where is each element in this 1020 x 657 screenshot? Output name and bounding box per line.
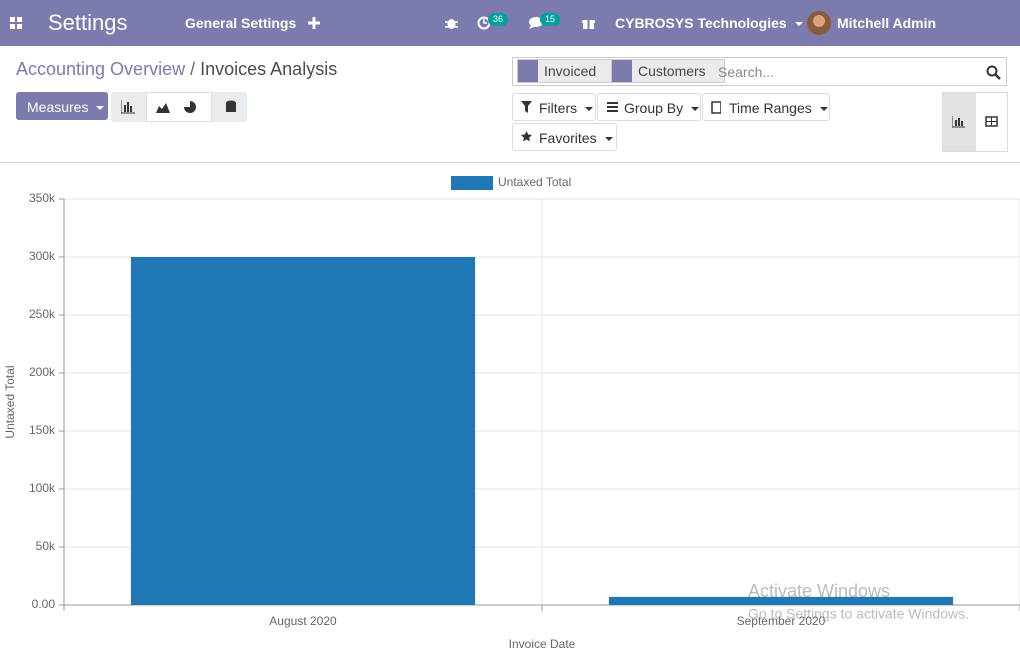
y-tick-label: 0.00	[32, 597, 56, 611]
filters-button[interactable]: Filters	[512, 93, 596, 121]
gift-icon[interactable]	[582, 16, 595, 29]
x-tick-label: September 2020	[737, 614, 826, 628]
new-icon[interactable]	[308, 17, 320, 29]
breadcrumb-separator: /	[190, 59, 196, 79]
chart: Untaxed Total Invoice Date 0.00 50k 100k 15…	[3, 175, 1020, 651]
bar	[130, 257, 476, 605]
facet-label: Invoiced	[544, 63, 597, 79]
user-name: Mitchell Admin (sumiharun)	[837, 15, 937, 77]
search-facet[interactable]: Customers	[611, 59, 725, 83]
company-name: CYBROSYS Technologies	[615, 15, 787, 31]
y-tick-label: 50k	[36, 539, 56, 553]
breadcrumb-current: Invoices Analysis	[200, 59, 338, 79]
breadcrumb-link[interactable]: Accounting Overview	[16, 59, 186, 79]
button-label: Favorites	[539, 130, 597, 146]
x-axis-title: Invoice Date	[509, 637, 576, 651]
message-badge: 15	[540, 13, 561, 26]
company-switcher[interactable]: CYBROSYS Technologies	[615, 0, 803, 46]
search-box[interactable]	[512, 57, 1007, 86]
button-label: Time Ranges	[729, 100, 812, 116]
chat-icon[interactable]	[528, 16, 544, 30]
search-icon[interactable]	[986, 65, 1001, 80]
view-icons	[121, 100, 236, 114]
y-tick-label: 250k	[29, 307, 56, 321]
avatar[interactable]	[807, 11, 831, 35]
watermark-subtitle: Go to Settings to activate Windows.	[748, 606, 969, 622]
breadcrumb: Accounting Overview / Invoices Analysis	[16, 59, 337, 80]
y-axis-title: Untaxed Total	[3, 365, 17, 438]
chart-type-buttons[interactable]	[146, 92, 212, 122]
app-name[interactable]: Settings	[48, 10, 128, 35]
user-menu[interactable]: Mitchell Admin (sumiharun)	[837, 0, 1020, 92]
legend-label: Untaxed Total	[498, 175, 571, 189]
time-ranges-button[interactable]: Time Ranges	[702, 93, 830, 121]
activity-badge: 36	[488, 13, 509, 26]
search-placeholder: Search...	[718, 64, 775, 80]
button-label: Filters	[539, 100, 578, 116]
y-tick-label: 200k	[29, 365, 56, 379]
divider	[0, 162, 1020, 163]
y-tick-label: 300k	[29, 249, 56, 263]
button-label: Group By	[624, 100, 684, 116]
navbar: Settings General Settings 36 15 CYBROSYS…	[0, 0, 1020, 77]
y-tick-label: 150k	[29, 423, 56, 437]
favorites-button[interactable]: Favorites	[512, 123, 617, 151]
legend-swatch	[451, 176, 493, 190]
search-facet[interactable]: Invoiced	[517, 59, 616, 83]
switcher-icons	[952, 116, 998, 128]
group-by-button[interactable]: Group By	[597, 93, 701, 121]
apps-icon[interactable]	[10, 17, 22, 29]
watermark-title: Activate Windows	[748, 581, 890, 601]
y-tick-label: 350k	[29, 191, 56, 205]
menu-item[interactable]: General Settings	[185, 15, 297, 31]
measures-button[interactable]: Measures	[16, 92, 108, 120]
debug-icon[interactable]	[445, 16, 458, 30]
y-tick-label: 100k	[29, 481, 56, 495]
button-label: Measures	[27, 99, 89, 115]
facet-label: Customers	[638, 63, 706, 79]
bar	[608, 596, 954, 605]
x-tick-label: August 2020	[269, 614, 337, 628]
